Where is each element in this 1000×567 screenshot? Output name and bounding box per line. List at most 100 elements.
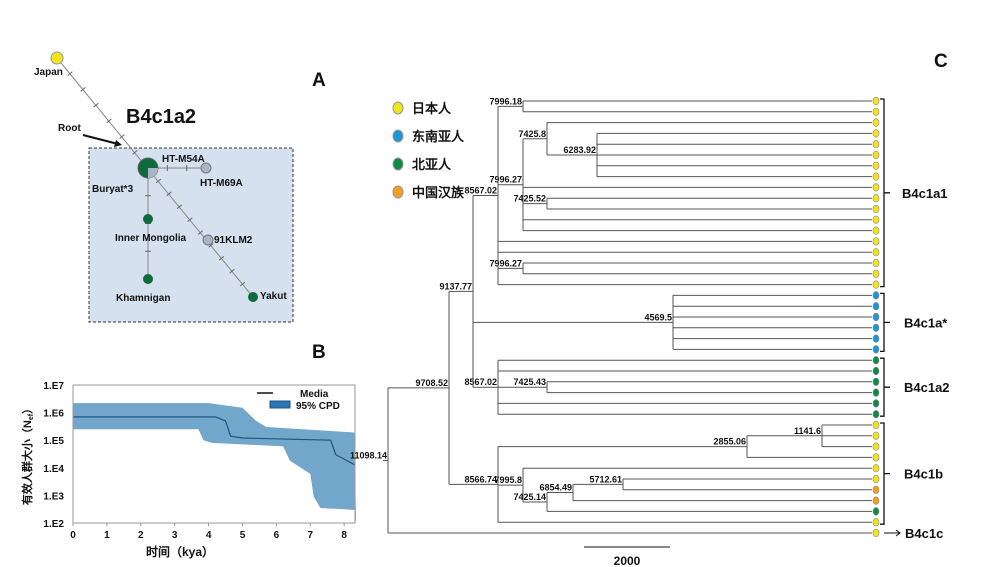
node-age-label: 7425.14 [513, 492, 546, 502]
legend-label: 北亚人 [412, 157, 452, 172]
legend-ci-label: 95% CPD [296, 401, 340, 412]
clade-label: B4c1a* [904, 315, 948, 330]
leaf-dot [872, 453, 880, 462]
leaf-dot [872, 474, 880, 484]
clade-label: B4c1a1 [902, 186, 948, 201]
clade-label: B4c1c [905, 526, 943, 541]
node-age-label: 8566.74 [464, 474, 497, 484]
x-tick-label: 5 [240, 530, 246, 541]
scale-bar-label: 2000 [614, 554, 641, 567]
clade-label: B4c1b [904, 467, 943, 482]
mutation-tick [229, 268, 235, 274]
x-tick-label: 2 [138, 530, 144, 541]
mutation-tick [132, 149, 138, 155]
leaf-dot [872, 129, 880, 138]
leaf-dot [872, 150, 880, 160]
leaf-dot [872, 280, 880, 289]
legend-dot [392, 101, 404, 115]
label-khamnigan: Khamnigan [116, 293, 170, 304]
node-age-label: 8567.02 [464, 186, 497, 196]
x-axis-label: 时间（kya） [146, 544, 214, 559]
mutation-tick [239, 281, 246, 287]
node-age-label: 4569.5 [644, 312, 672, 322]
legend-ci-swatch [269, 400, 291, 409]
leaf-dot [872, 356, 880, 365]
x-tick-label: 8 [341, 530, 347, 541]
y-tick-label: 1.E2 [43, 519, 64, 530]
node-age-label: 1141.6 [794, 426, 821, 436]
leaf-dot [872, 291, 880, 300]
node-age-label: 8567.02 [464, 377, 497, 387]
label-buryat: Buryat*3 [92, 184, 134, 195]
leaf-dot [872, 161, 880, 170]
x-tick-label: 3 [172, 530, 178, 541]
clade-bracket [880, 292, 890, 353]
legend-dot [392, 185, 404, 199]
legend-median-label: Media [300, 389, 329, 400]
leaf-dot [872, 107, 880, 116]
mutation-tick [187, 217, 193, 222]
x-tick-label: 1 [104, 530, 110, 541]
leaf-dot [872, 204, 880, 214]
leaf-dot [872, 420, 880, 430]
haplotype-network: Japan B4c1a2 Root HT-M54A HT-M69A Buryat… [34, 51, 294, 323]
leaf-dot [872, 345, 880, 354]
network-title: B4c1a2 [126, 106, 196, 128]
leaf-dot [872, 464, 880, 473]
legend-label: 日本人 [412, 101, 452, 116]
leaf-dot [872, 518, 880, 527]
skyline-chart: 1.E2 1.E3 1.E4 1.E5 1.E6 1.E7 0 1 2 3 4 5 6 7 8 Media… [20, 381, 357, 559]
mutation-tick [67, 71, 73, 77]
node-inner-mongolia [143, 214, 153, 224]
leaf-dot [872, 183, 880, 192]
node-age-label: 5712.61 [589, 474, 622, 484]
clade-bracket [880, 98, 890, 288]
node-age-label: 7995.8 [494, 475, 522, 485]
leaf-dot [872, 323, 880, 332]
mutation-tick [106, 118, 112, 124]
leaf-dot [872, 172, 880, 181]
leaf-dot [872, 248, 880, 257]
node-hub-grey-slice [148, 168, 158, 178]
leaf-dot [872, 226, 880, 235]
leaf-dot [872, 334, 880, 343]
legend-label: 东南亚人 [412, 129, 465, 144]
legend-label: 中国汉族 [412, 185, 465, 200]
panel-label-a: A [312, 70, 326, 91]
x-tick-label: 7 [308, 530, 314, 541]
leaf-dot [872, 442, 880, 451]
leaf-dot [872, 194, 880, 203]
mutation-tick [119, 134, 125, 139]
node-age-label: 7425.52 [513, 194, 546, 204]
label-ht-m69a: HT-M69A [200, 178, 243, 189]
y-tick-label: 1.E4 [43, 464, 64, 475]
mutation-tick [208, 243, 214, 248]
arrow-icon [884, 529, 901, 537]
leaf-dot [872, 388, 880, 397]
label-yakut: Yakut [260, 291, 287, 302]
leaf-dot [872, 528, 880, 538]
root-arrowhead-icon [114, 140, 122, 147]
node-age-label: 6283.92 [563, 145, 596, 155]
mutation-tick [197, 230, 204, 235]
clade-label: B4c1a2 [904, 380, 950, 395]
leaf-dot [872, 140, 880, 149]
leaf-dot [872, 269, 880, 278]
x-tick-label: 4 [206, 530, 212, 541]
leaf-dot [872, 237, 880, 246]
leaf-dot [872, 96, 880, 106]
x-tick-label: 6 [274, 530, 280, 541]
x-tick-label: 0 [70, 530, 76, 541]
mutation-tick [155, 178, 162, 184]
leaf-dot [872, 118, 880, 127]
leaf-dot [872, 507, 880, 516]
node-age-label: 7996.27 [489, 258, 522, 268]
leaf-dot [872, 496, 880, 505]
mutation-tick [93, 102, 99, 108]
mutation-ticks [67, 71, 246, 287]
leaf-dot [872, 431, 880, 440]
label-inner-mongolia: Inner Mongolia [115, 233, 187, 244]
edge-japan-yakut [56, 57, 254, 298]
